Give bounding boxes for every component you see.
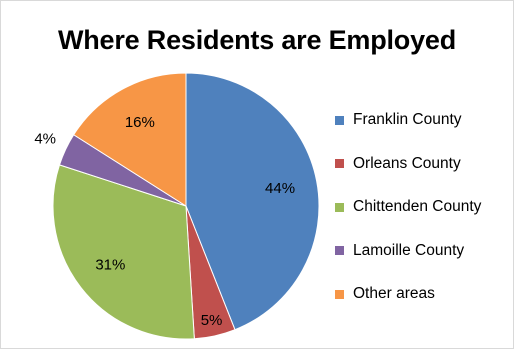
legend-label: Chittenden County: [353, 198, 482, 215]
legend-label: Other areas: [353, 285, 435, 302]
legend-item-orleans-county: Orleans County: [335, 153, 481, 175]
data-label-chittenden-county: 31%: [95, 257, 125, 274]
legend-item-franklin-county: Franklin County: [335, 109, 481, 131]
legend-item-lamoille-county: Lamoille County: [335, 240, 481, 262]
pie-slice-franklin-county: [185, 72, 320, 331]
legend-swatch: [335, 159, 344, 168]
legend-label: Orleans County: [353, 154, 461, 172]
legend-label: Lamoille County: [353, 241, 465, 259]
legend-label: Franklin County: [353, 111, 462, 128]
chart-legend: Franklin County Orleans County Chittenden …: [335, 109, 481, 327]
legend-swatch: [335, 289, 344, 299]
data-label-lamoille-county: 4%: [34, 131, 56, 148]
data-label-other-areas: 16%: [125, 114, 155, 131]
legend-item-other-areas: Other areas: [335, 283, 481, 305]
data-label-orleans-county: 5%: [201, 312, 223, 329]
data-label-franklin-county: 44%: [265, 180, 295, 197]
pie-slice-chittenden-county: [52, 164, 195, 340]
legend-swatch: [335, 202, 344, 212]
pie-slice-other-areas: [73, 72, 187, 207]
legend-swatch: [335, 246, 344, 255]
chart-title: Where Residents are Employed: [57, 25, 457, 55]
legend-swatch: [335, 115, 344, 125]
legend-item-chittenden-county: Chittenden County: [335, 196, 481, 218]
